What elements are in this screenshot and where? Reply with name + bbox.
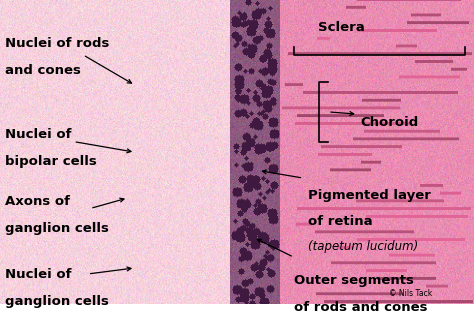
Text: Nuclei of: Nuclei of — [5, 128, 71, 141]
Text: Outer segments: Outer segments — [294, 274, 414, 287]
Text: Pigmented layer: Pigmented layer — [308, 189, 431, 202]
Text: of retina: of retina — [308, 215, 373, 228]
Text: Sclera: Sclera — [318, 21, 365, 34]
Text: Nuclei of rods: Nuclei of rods — [5, 37, 109, 49]
Text: Choroid: Choroid — [360, 116, 419, 129]
Text: Nuclei of: Nuclei of — [5, 268, 71, 281]
Text: ganglion cells: ganglion cells — [5, 222, 109, 235]
Text: Axons of: Axons of — [5, 195, 70, 208]
Text: (tapetum lucidum): (tapetum lucidum) — [308, 240, 419, 254]
Text: of rods and cones: of rods and cones — [294, 301, 428, 314]
Text: ganglion cells: ganglion cells — [5, 295, 109, 308]
Text: © Nils Tack: © Nils Tack — [389, 289, 432, 298]
Text: bipolar cells: bipolar cells — [5, 155, 97, 168]
Text: and cones: and cones — [5, 64, 81, 77]
